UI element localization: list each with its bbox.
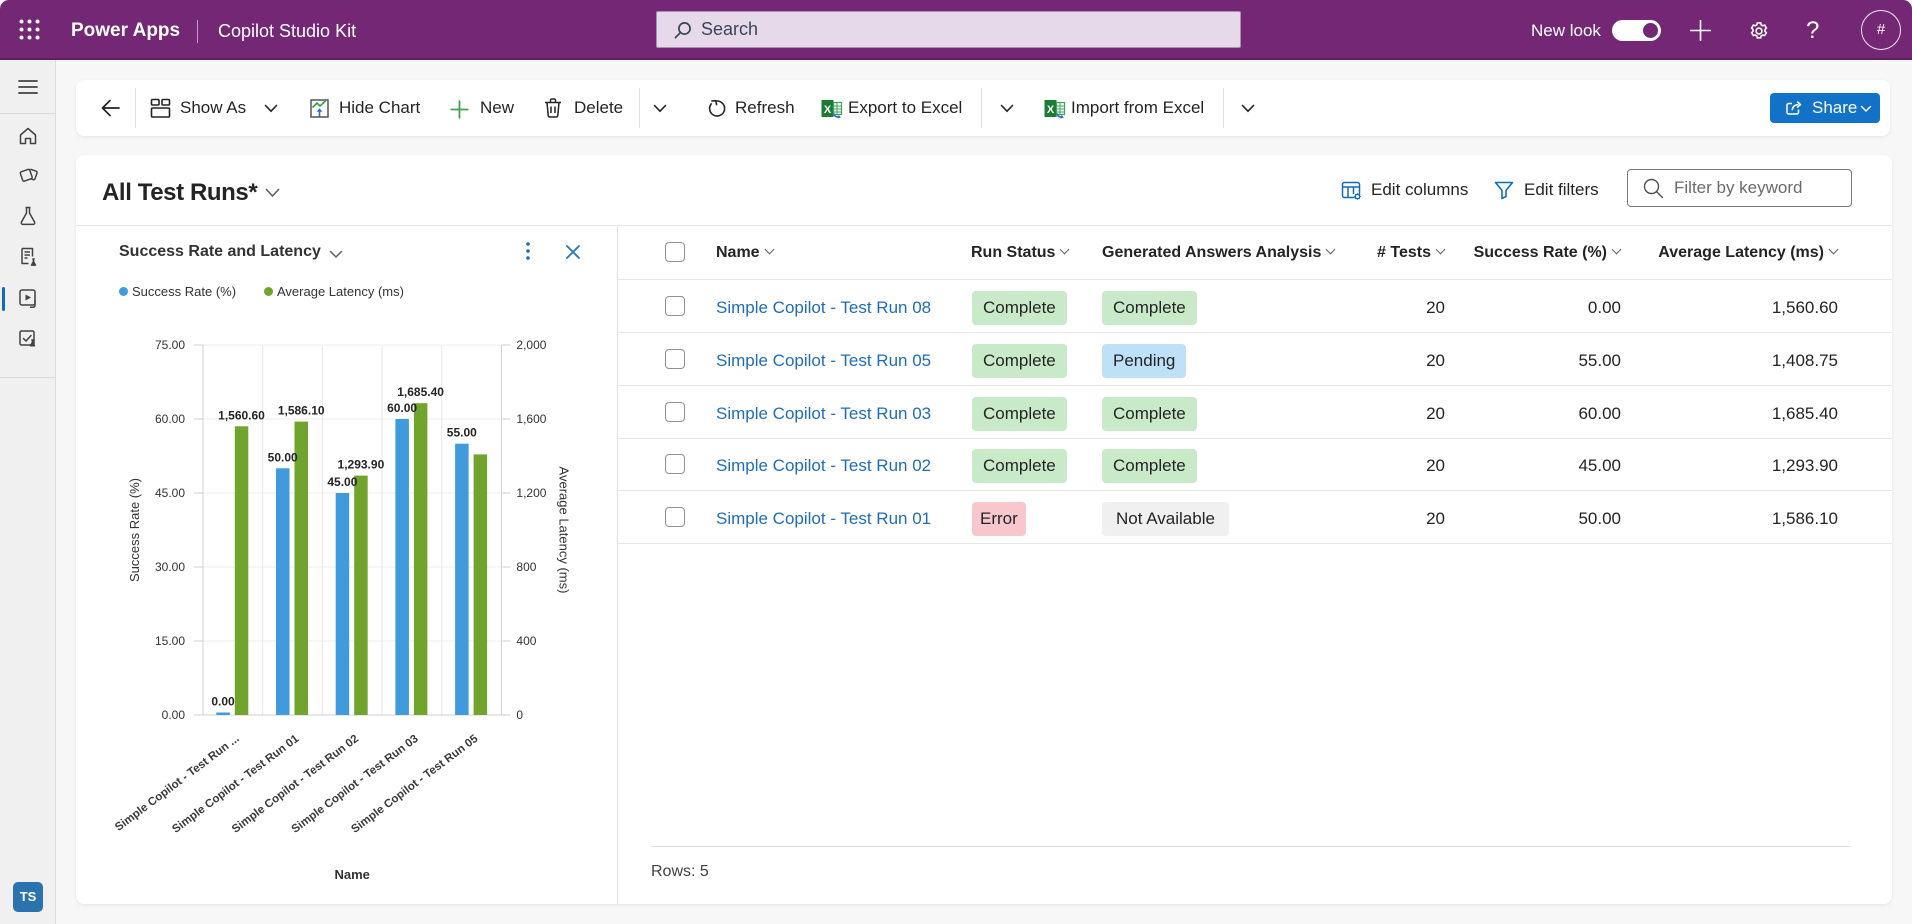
- svg-text:1,586.10: 1,586.10: [278, 404, 325, 418]
- svg-text:Average Latency (ms): Average Latency (ms): [556, 467, 571, 594]
- svg-text:1,685.40: 1,685.40: [397, 385, 444, 399]
- svg-text:0.00: 0.00: [211, 695, 235, 709]
- svg-text:1,200: 1,200: [516, 486, 546, 500]
- svg-text:15.00: 15.00: [155, 634, 185, 648]
- svg-text:45.00: 45.00: [155, 486, 185, 500]
- svg-text:Simple Copilot - Test Run 02: Simple Copilot - Test Run 02: [230, 733, 361, 836]
- svg-text:800: 800: [516, 560, 536, 574]
- svg-text:60.00: 60.00: [387, 401, 417, 415]
- svg-text:Simple Copilot - Test Run 05: Simple Copilot - Test Run 05: [349, 732, 481, 835]
- svg-text:400: 400: [516, 634, 536, 648]
- svg-text:55.00: 55.00: [447, 426, 477, 440]
- svg-text:Simple Copilot - Test Run 01: Simple Copilot - Test Run 01: [170, 732, 302, 835]
- svg-text:1,293.90: 1,293.90: [338, 458, 385, 472]
- svg-text:75.00: 75.00: [155, 338, 185, 352]
- svg-text:X: X: [1047, 104, 1055, 116]
- svg-text:1,600: 1,600: [516, 412, 546, 426]
- svg-text:50.00: 50.00: [268, 450, 298, 464]
- svg-text:2,000: 2,000: [516, 338, 546, 352]
- svg-text:45.00: 45.00: [327, 475, 357, 489]
- svg-text:1,560.60: 1,560.60: [218, 408, 265, 422]
- svg-text:Simple Copilot - Test Run ...: Simple Copilot - Test Run ...: [113, 733, 241, 834]
- svg-text:Simple Copilot - Test Run 03: Simple Copilot - Test Run 03: [290, 733, 421, 836]
- svg-text:60.00: 60.00: [155, 412, 185, 426]
- svg-text:0.00: 0.00: [162, 708, 186, 722]
- svg-text:Name: Name: [334, 867, 369, 882]
- svg-text:Success Rate (%): Success Rate (%): [127, 478, 142, 582]
- svg-text:30.00: 30.00: [155, 560, 185, 574]
- svg-text:0: 0: [516, 708, 523, 722]
- svg-text:X: X: [824, 104, 832, 116]
